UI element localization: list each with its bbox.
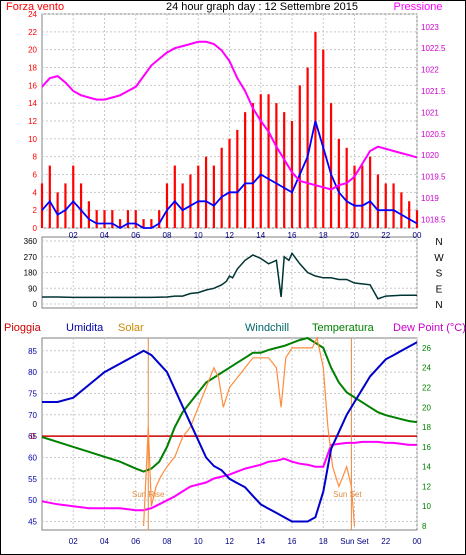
wind-ytick-label: 4 <box>33 188 38 197</box>
temp-xtick-label: Sun Set <box>340 537 369 546</box>
temp-xtick-label: 16 <box>288 537 297 546</box>
temp-xtick-label: 14 <box>256 537 265 546</box>
temp-ytick-label: 14 <box>422 463 431 472</box>
temp-ytick-label: 26 <box>422 344 431 353</box>
sunset-label: Sun Set <box>333 490 362 499</box>
humidity-ytick-label: 50 <box>28 496 37 505</box>
wind-xtick-label: 22 <box>381 231 390 240</box>
wind-xtick-label: 08 <box>163 231 172 240</box>
dir-ytick-label: 360 <box>24 237 38 246</box>
humidity-ytick-label: 70 <box>28 411 37 420</box>
temp-ytick-label: 18 <box>422 423 431 432</box>
temp-ytick-label: 22 <box>422 383 431 392</box>
wind-xtick-label: 14 <box>256 231 265 240</box>
compass-label: S <box>436 269 443 280</box>
pressure-ytick-label: 1020 <box>421 151 439 160</box>
wind-xtick-label: 16 <box>288 231 297 240</box>
humidity-title: Umidita <box>66 322 104 334</box>
temp-xtick-label: 06 <box>131 537 140 546</box>
wind-ytick-label: 0 <box>33 224 38 233</box>
temp-xtick-label: 08 <box>163 537 172 546</box>
temp-xtick-label: 02 <box>69 537 78 546</box>
wind-xtick-label: 20 <box>350 231 359 240</box>
dir-ytick-label: 90 <box>28 284 37 293</box>
pressure-ytick-label: 1019.5 <box>421 173 446 182</box>
temp-xtick-label: 00 <box>413 537 422 546</box>
humidity-line <box>42 341 418 523</box>
dewpoint-line <box>41 440 417 512</box>
wind-ytick-label: 6 <box>33 171 38 180</box>
solar-line <box>143 336 356 527</box>
temp-ytick-label: 12 <box>422 482 431 491</box>
temperature-line <box>41 336 418 473</box>
pressure-ytick-label: 1018.5 <box>421 215 446 224</box>
temp-ytick-label: 16 <box>422 443 431 452</box>
compass-label: E <box>436 284 443 295</box>
wind-avg-line <box>41 120 418 230</box>
sunrise-label: Sun Rise <box>132 490 165 499</box>
temp-xtick-label: 04 <box>100 537 109 546</box>
temp-xtick-label: 18 <box>319 537 328 546</box>
compass-label: N <box>435 237 442 248</box>
wind-xtick-label: 00 <box>413 231 422 240</box>
humidity-ytick-label: 60 <box>28 453 37 462</box>
wind-ytick-label: 10 <box>28 135 37 144</box>
wind-xtick-label: 18 <box>319 231 328 240</box>
wind-xtick-label: 02 <box>69 231 78 240</box>
pressure-ytick-label: 1021 <box>421 108 439 117</box>
pressure-ytick-label: 1021.5 <box>421 87 446 96</box>
temp-ytick-label: 10 <box>422 502 431 511</box>
chart-title: 24 hour graph day : 12 Settembre 2015 <box>166 1 358 13</box>
humidity-ytick-label: 55 <box>28 475 37 484</box>
temp-xtick-label: 22 <box>381 537 390 546</box>
wind-xtick-label: 04 <box>100 231 109 240</box>
rain-zero-label: 0 <box>31 432 36 441</box>
wind-ytick-label: 24 <box>28 10 37 19</box>
wind-ytick-label: 12 <box>28 117 37 126</box>
wind-ytick-label: 18 <box>28 64 37 73</box>
dewpoint-title: Dew Point (°C) <box>393 322 466 334</box>
solar-title: Solar <box>118 322 144 334</box>
wind-ytick-label: 16 <box>28 81 37 90</box>
windchill-title: Windchill <box>245 322 289 334</box>
direction-line <box>42 251 417 300</box>
humidity-ytick-label: 85 <box>28 347 37 356</box>
wind-ytick-label: 20 <box>28 46 37 55</box>
humidity-ytick-label: 65 <box>28 432 37 441</box>
pressure-line <box>41 40 418 191</box>
wind-ytick-label: 8 <box>33 153 38 162</box>
pressure-ytick-label: 1023 <box>421 23 439 32</box>
wind-ytick-label: 14 <box>28 99 37 108</box>
compass-label: N <box>435 300 442 311</box>
humidity-ytick-label: 45 <box>28 517 37 526</box>
compass-label: W <box>434 253 444 264</box>
temp-xtick-label: 10 <box>194 537 203 546</box>
wind-title: Forza vento <box>6 1 64 13</box>
dir-ytick-label: 0 <box>33 300 38 309</box>
wind-xtick-label: 10 <box>194 231 203 240</box>
wind-ytick-label: 2 <box>33 206 38 215</box>
temp-xtick-label: 12 <box>225 537 234 546</box>
humidity-ytick-label: 75 <box>28 389 37 398</box>
rain-title: Pioggia <box>4 322 42 334</box>
wind-xtick-label: 12 <box>225 231 234 240</box>
temp-ytick-label: 8 <box>422 522 427 531</box>
pressure-ytick-label: 1020.5 <box>421 130 446 139</box>
temperature-title: Temperatura <box>312 322 375 334</box>
temp-ytick-label: 20 <box>422 403 431 412</box>
pressure-ytick-label: 1022 <box>421 66 439 75</box>
dir-ytick-label: 270 <box>24 253 38 262</box>
wind-ytick-label: 22 <box>28 28 37 37</box>
pressure-ytick-label: 1022.5 <box>421 44 446 53</box>
humidity-ytick-label: 80 <box>28 368 37 377</box>
temp-ytick-label: 24 <box>422 364 431 373</box>
pressure-ytick-label: 1019 <box>421 194 439 203</box>
wind-xtick-label: 06 <box>131 231 140 240</box>
dir-ytick-label: 180 <box>24 269 38 278</box>
pressure-title: Pressione <box>394 1 443 13</box>
